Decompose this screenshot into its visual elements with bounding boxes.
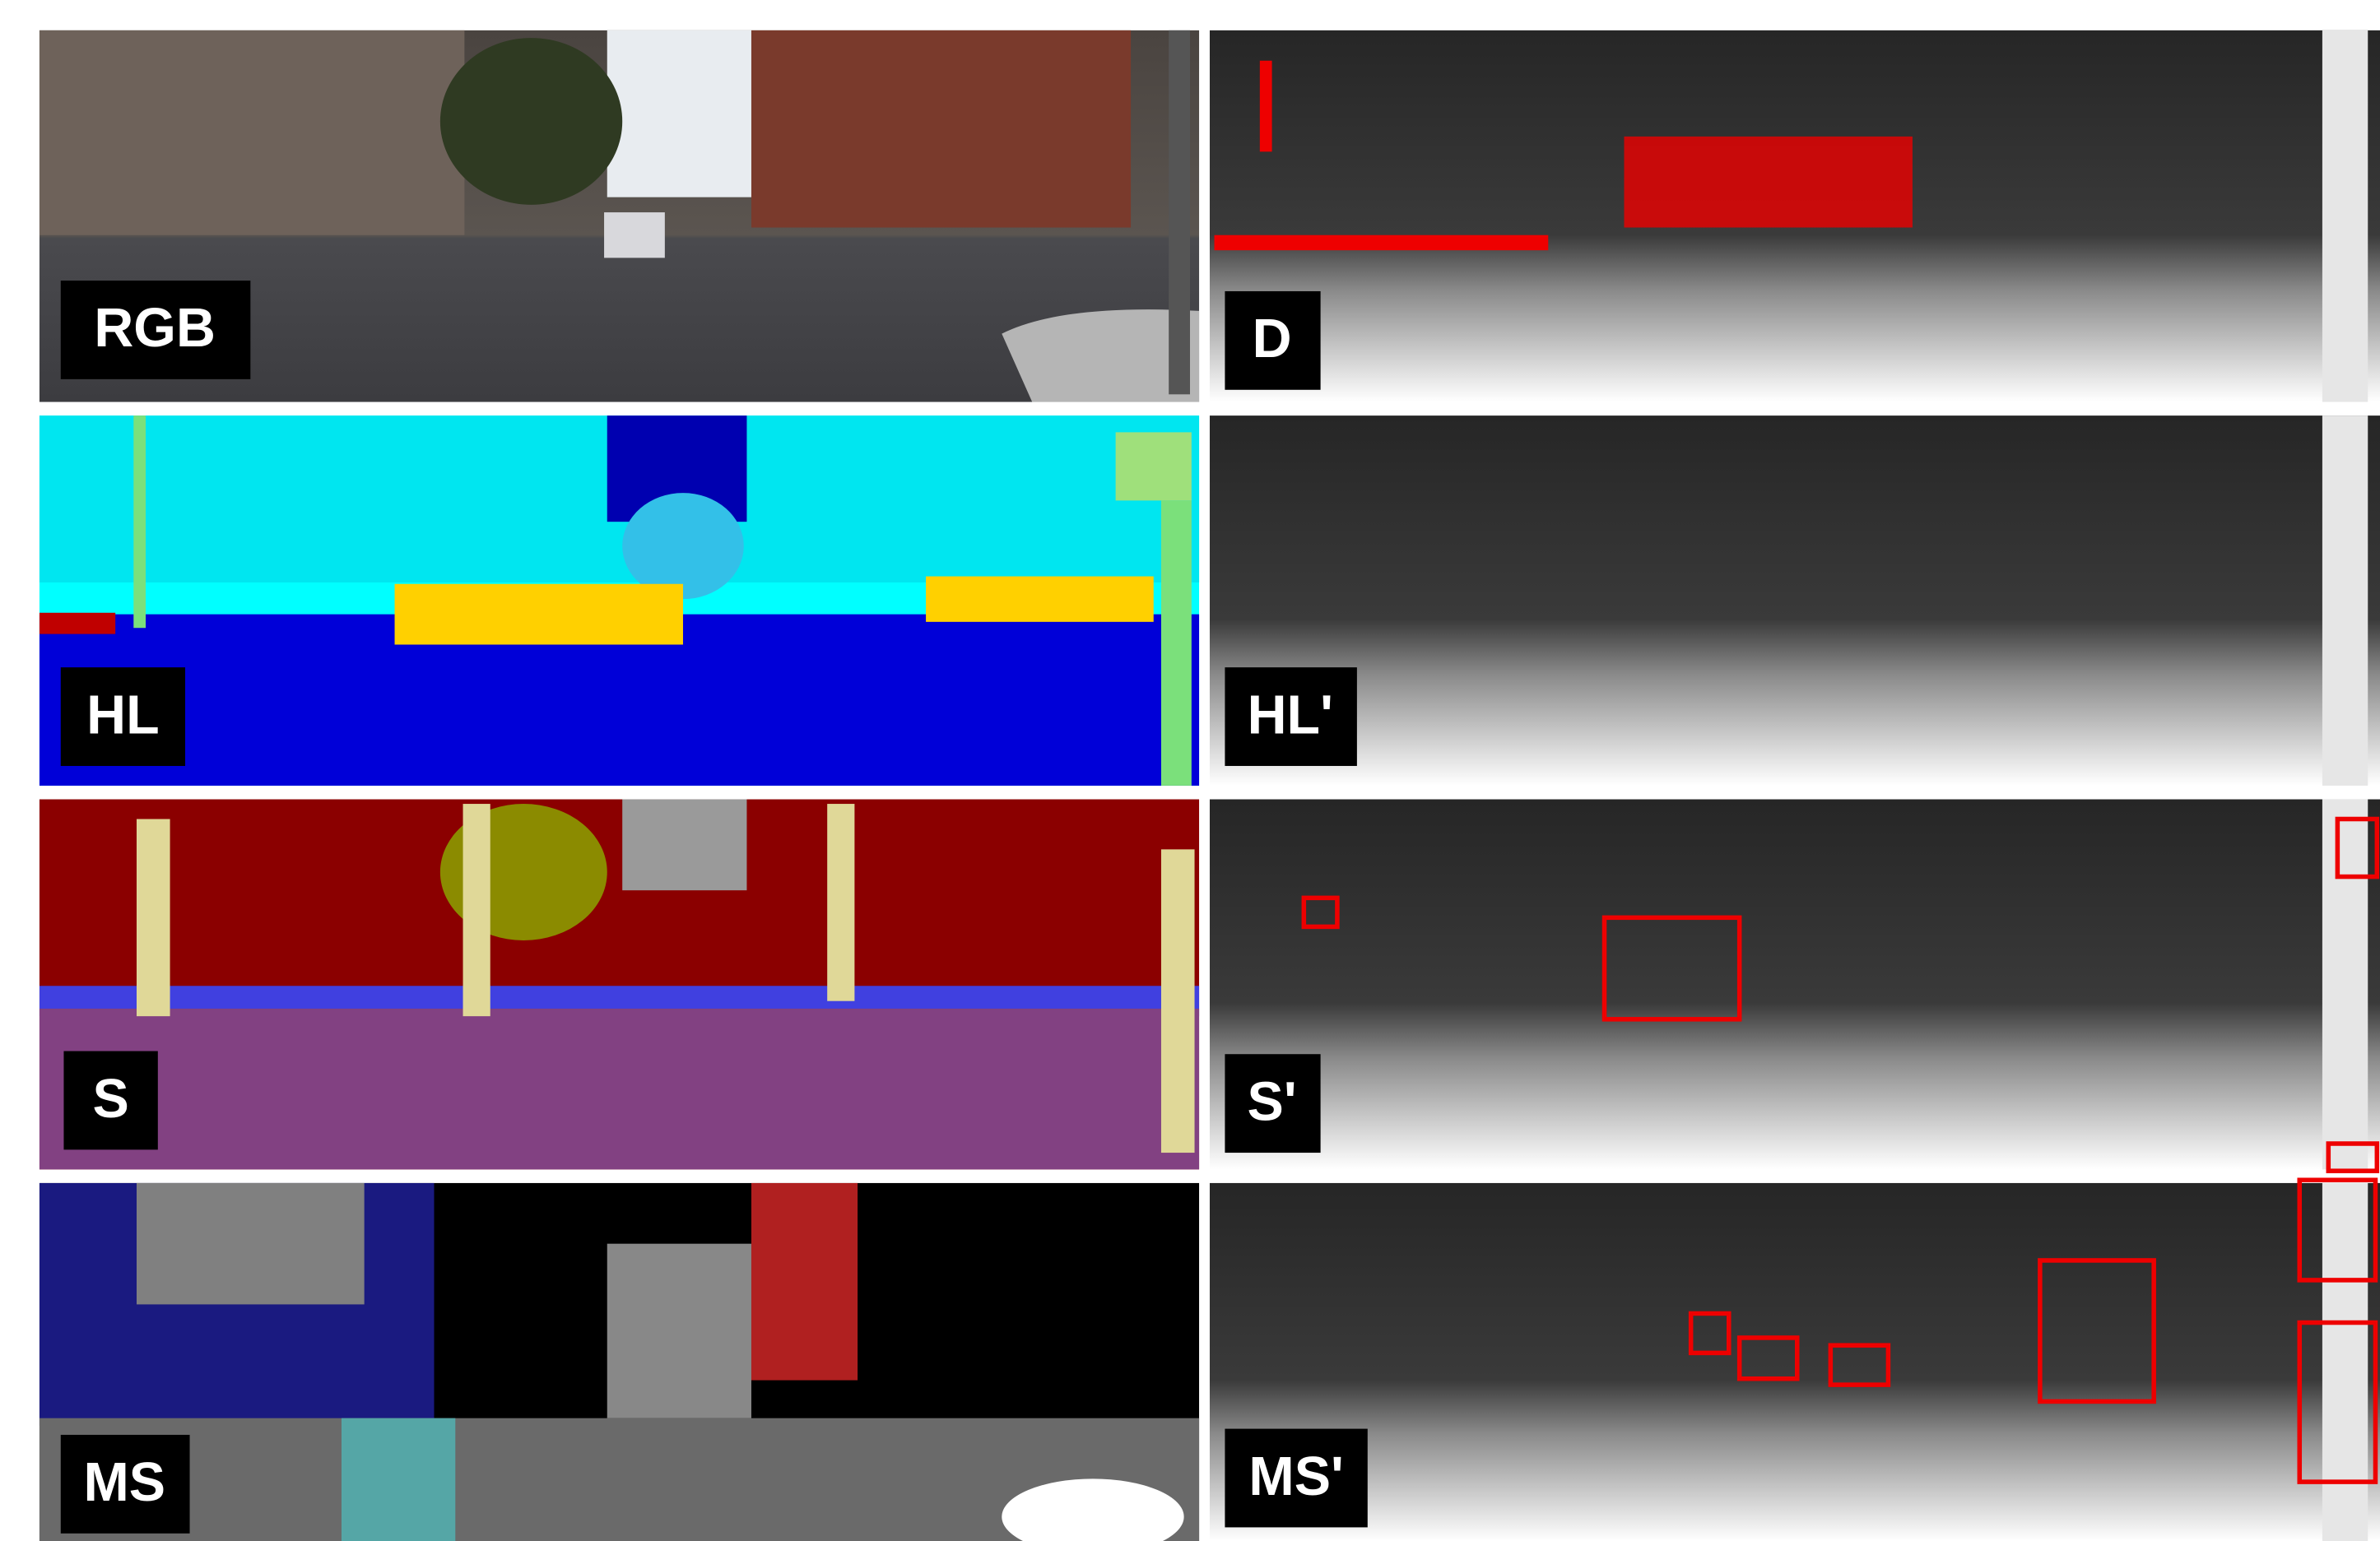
d-image <box>1210 30 2380 402</box>
hl-prime-image <box>1210 415 2380 786</box>
panel-label: D <box>1253 309 1292 369</box>
panel-label: S <box>92 1069 128 1130</box>
figure: RGB D HL HL' S S' MS MS' <box>0 0 2380 1541</box>
panel-label: HL <box>86 685 160 745</box>
panel-label: MS' <box>1248 1446 1343 1507</box>
hl-image <box>40 415 1199 786</box>
page: RGB D HL HL' S S' MS MS' (() => { const … <box>0 0 2380 1541</box>
panel-label: S' <box>1248 1071 1297 1132</box>
s-prime-image <box>1210 800 2380 1170</box>
panel-label: RGB <box>94 298 216 359</box>
panel-label: MS <box>83 1452 165 1513</box>
ms-prime-image <box>1210 1144 2380 1541</box>
ms-image <box>40 1183 1199 1541</box>
s-image <box>40 800 1199 1170</box>
panel-label: HL' <box>1248 685 1333 745</box>
